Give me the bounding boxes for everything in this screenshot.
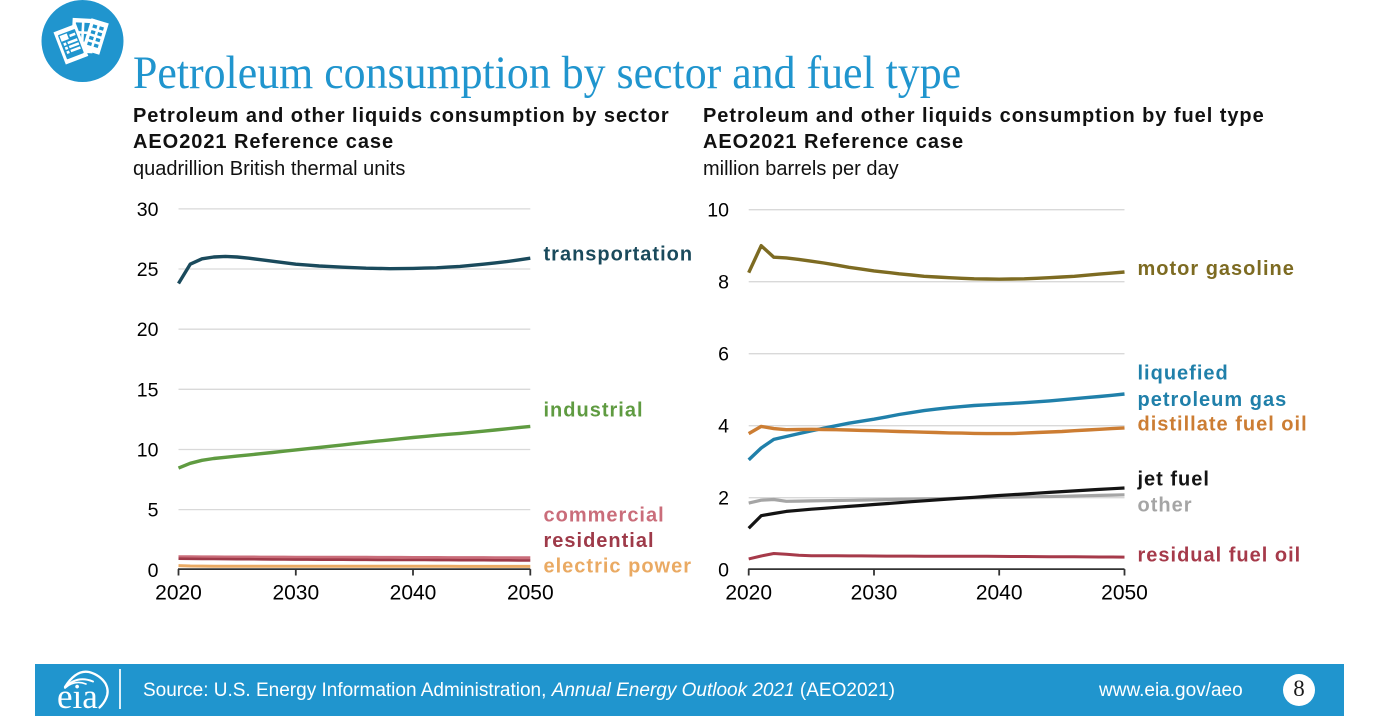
svg-text:20: 20 — [137, 319, 159, 341]
svg-text:25: 25 — [137, 259, 159, 281]
svg-text:2020: 2020 — [725, 582, 772, 605]
svg-text:30: 30 — [137, 199, 159, 221]
svg-text:transportation: transportation — [544, 244, 694, 266]
svg-text:electric power: electric power — [544, 556, 693, 578]
svg-text:other: other — [1138, 495, 1193, 517]
svg-text:2050: 2050 — [507, 582, 554, 605]
svg-text:5: 5 — [148, 500, 159, 522]
svg-text:liquefied: liquefied — [1138, 363, 1229, 385]
svg-text:commercial: commercial — [544, 505, 665, 527]
svg-text:2040: 2040 — [390, 582, 437, 605]
svg-text:8: 8 — [718, 272, 729, 294]
svg-text:10: 10 — [137, 440, 159, 462]
svg-text:0: 0 — [718, 560, 729, 582]
svg-text:4: 4 — [718, 416, 729, 438]
svg-text:motor gasoline: motor gasoline — [1138, 258, 1295, 280]
svg-text:2050: 2050 — [1101, 582, 1148, 605]
svg-text:0: 0 — [148, 560, 159, 582]
svg-text:petroleum gas: petroleum gas — [1138, 389, 1288, 411]
svg-text:industrial: industrial — [544, 400, 644, 422]
svg-text:residential: residential — [544, 530, 655, 552]
svg-text:2030: 2030 — [851, 582, 898, 605]
svg-text:6: 6 — [718, 344, 729, 366]
svg-text:10: 10 — [707, 200, 729, 222]
svg-text:jet fuel: jet fuel — [1137, 469, 1210, 491]
svg-text:residual fuel oil: residual fuel oil — [1138, 545, 1302, 567]
svg-text:2030: 2030 — [272, 582, 319, 605]
svg-text:distillate fuel oil: distillate fuel oil — [1138, 414, 1308, 436]
svg-text:2: 2 — [718, 488, 729, 510]
svg-text:2020: 2020 — [155, 582, 202, 605]
svg-text:15: 15 — [137, 379, 159, 401]
svg-text:2040: 2040 — [976, 582, 1023, 605]
